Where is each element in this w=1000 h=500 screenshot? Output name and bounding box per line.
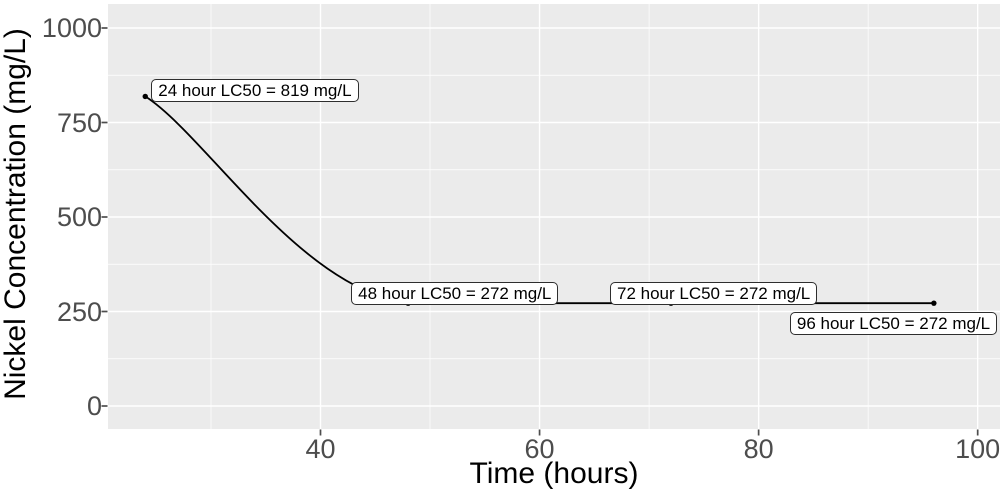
data-point xyxy=(931,300,937,306)
y-axis-title: Nickel Concentration (mg/L) xyxy=(0,28,32,400)
data-point xyxy=(405,300,411,306)
data-point xyxy=(142,93,148,100)
x-axis-title: Time (hours) xyxy=(469,457,639,490)
data-point xyxy=(668,300,674,306)
